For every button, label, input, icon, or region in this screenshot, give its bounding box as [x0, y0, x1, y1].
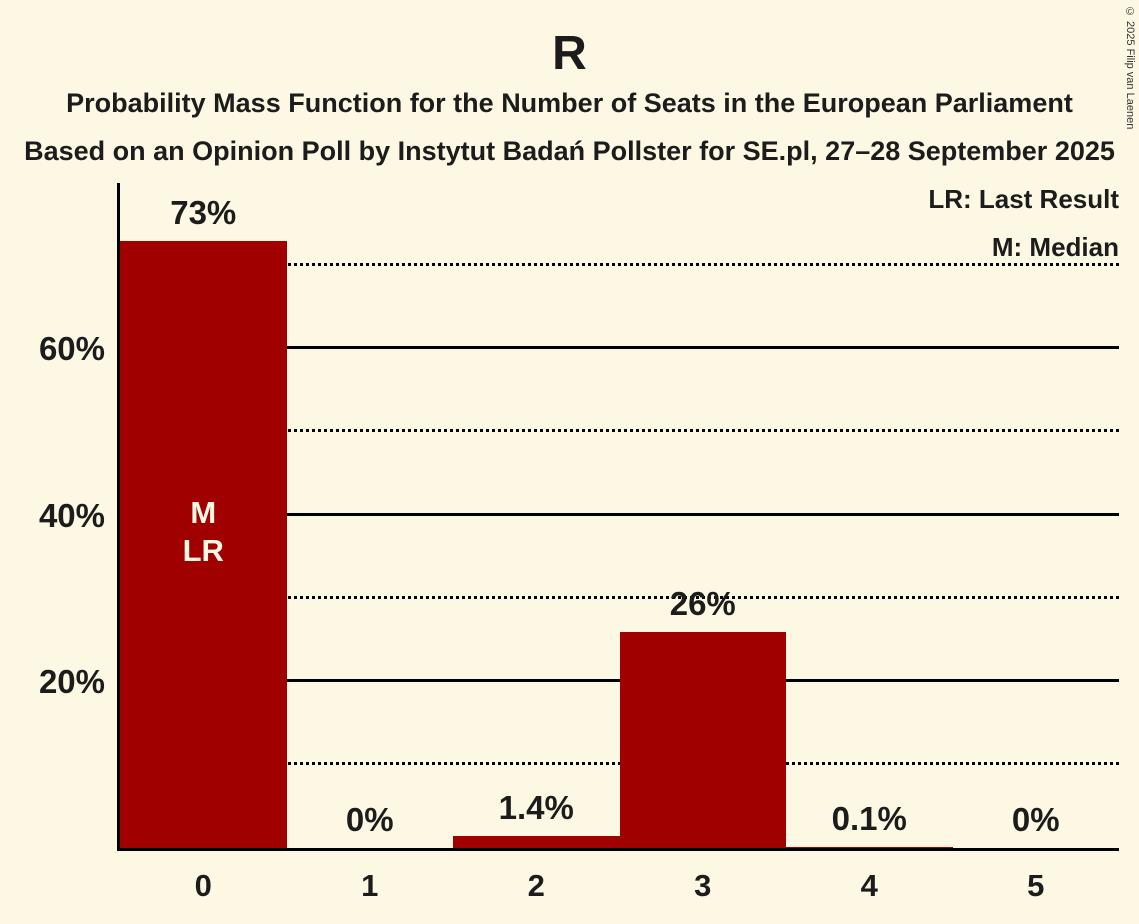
- x-axis-label-seats-2: 2: [527, 868, 545, 903]
- gridline-70pct: [120, 263, 1119, 267]
- bar-value-label-seats-2: 1.4%: [498, 789, 574, 827]
- legend-last-result: LR: Last Result: [928, 184, 1119, 214]
- y-axis-label-40: 40%: [38, 496, 105, 534]
- bar-value-label-seats-4: 0.1%: [831, 800, 907, 837]
- median-last-result-annotation: M LR: [120, 494, 287, 570]
- annotation-line-m: M: [190, 495, 217, 531]
- x-axis-label-seats-4: 4: [860, 868, 878, 903]
- bar-value-label-seats-0: 73%: [170, 194, 237, 232]
- y-axis-label-60: 60%: [38, 330, 105, 368]
- bar-seats-4: [786, 847, 953, 848]
- gridline-40pct: [120, 512, 1119, 516]
- gridline-30pct: [120, 595, 1119, 599]
- gridline-50pct: [120, 429, 1119, 433]
- chart-subtitle-line1: Probability Mass Function for the Number…: [66, 88, 1073, 118]
- x-axis-label-seats-0: 0: [194, 868, 212, 903]
- bar-value-label-seats-1: 0%: [345, 801, 394, 838]
- legend-median: M: Median: [991, 232, 1119, 262]
- x-axis-label-seats-3: 3: [694, 868, 712, 903]
- bar-value-label-seats-5: 0%: [1011, 801, 1060, 838]
- bar-seats-3: [619, 631, 786, 848]
- x-axis-label-seats-1: 1: [361, 868, 379, 903]
- bar-seats-0: [120, 241, 287, 848]
- bar-seats-2: [453, 836, 620, 848]
- copyright-notice: © 2025 Filip van Laenen: [1124, 6, 1136, 130]
- x-axis-label-seats-5: 5: [1027, 868, 1045, 903]
- chart-title: R: [552, 27, 587, 80]
- annotation-line-lr: LR: [182, 533, 224, 569]
- y-axis-label-20: 20%: [38, 662, 105, 700]
- chart-subtitle-line2: Based on an Opinion Poll by Instytut Bad…: [24, 136, 1115, 166]
- plot-area: 73% 0 0% 1 1.4% 2 26% 3 0.1% 4 0% 5 M LR: [117, 183, 1119, 903]
- gridline-60pct: [120, 346, 1119, 350]
- bar-value-label-seats-3: 26%: [669, 584, 736, 622]
